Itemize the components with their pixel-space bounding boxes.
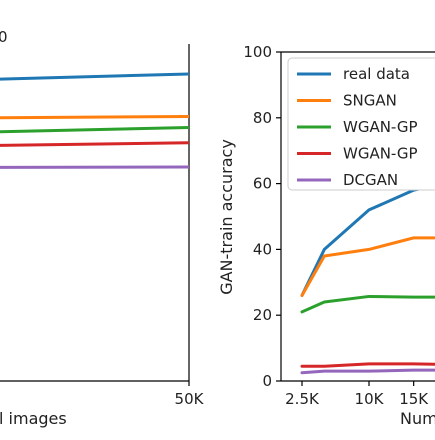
legend-label: WGAN-GP <box>343 145 418 163</box>
legend-label: SNGAN <box>343 92 397 110</box>
right-series-group <box>302 180 435 372</box>
left-series-group <box>0 74 189 167</box>
left-series-line <box>0 74 189 79</box>
right-series-line <box>302 370 435 373</box>
right-x-tick-label: 2.5K <box>285 390 320 408</box>
left-y-tick-fragment: 0 <box>0 28 8 46</box>
right-x-axis-label-fragment: Num <box>400 409 435 428</box>
right-chart-panel: 0 20 40 60 80 100 2.5K 10K 15K GAN-train accura… <box>217 43 435 428</box>
legend: real data SNGAN WGAN-GP WGAN-GP DCGAN <box>288 58 435 190</box>
right-y-tick-label: 20 <box>253 306 272 324</box>
left-series-line <box>0 143 189 146</box>
right-series-line <box>302 238 435 296</box>
right-x-tick-label: 10K <box>355 390 385 408</box>
left-chart-panel: 50K 0 l images <box>0 28 205 428</box>
right-y-ticks: 0 20 40 60 80 100 <box>243 43 281 390</box>
right-y-tick-label: 60 <box>253 175 272 193</box>
legend-label: DCGAN <box>343 171 398 189</box>
right-series-line <box>302 296 435 311</box>
legend-label: WGAN-GP <box>343 118 418 136</box>
right-y-axis-label: GAN-train accuracy <box>217 139 236 295</box>
right-y-tick-label: 100 <box>243 43 272 61</box>
right-x-ticks: 2.5K 10K 15K <box>285 381 429 408</box>
left-x-axis-label-fragment: l images <box>0 409 67 428</box>
right-x-tick-label: 15K <box>399 390 429 408</box>
left-series-line <box>0 128 189 132</box>
right-y-tick-label: 40 <box>253 240 272 258</box>
left-x-tick-label: 50K <box>175 390 205 408</box>
right-y-tick-label: 0 <box>262 372 272 390</box>
right-series-line <box>302 364 435 366</box>
right-y-tick-label: 80 <box>253 109 272 127</box>
left-series-line <box>0 116 189 117</box>
legend-label: real data <box>343 65 410 83</box>
